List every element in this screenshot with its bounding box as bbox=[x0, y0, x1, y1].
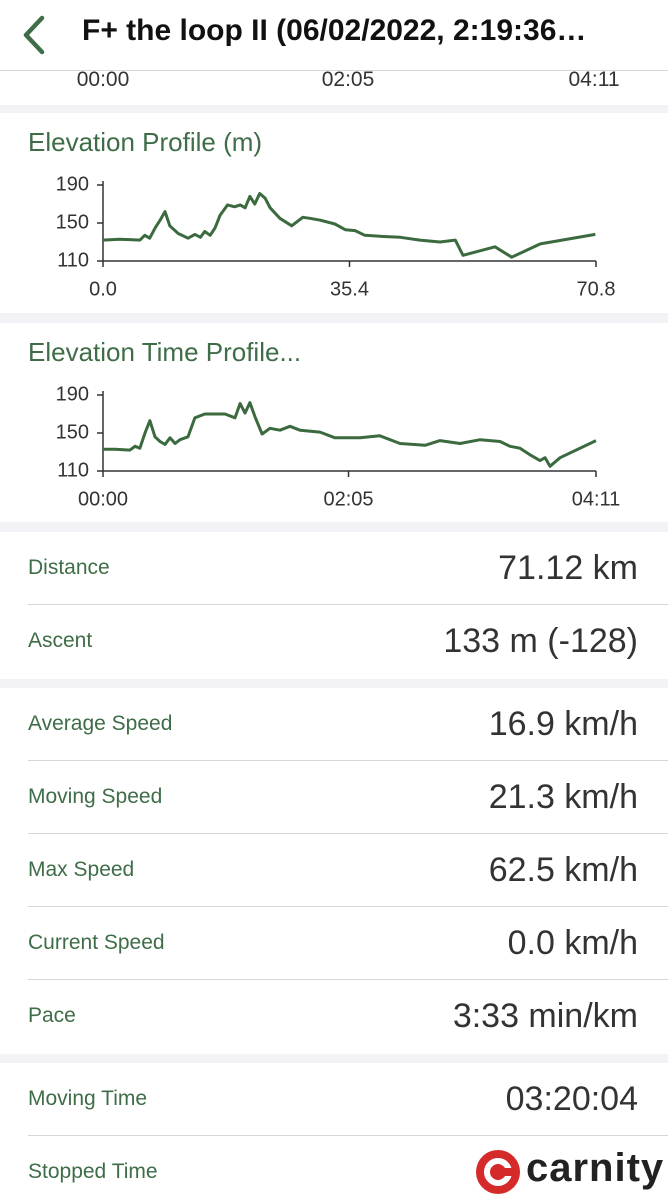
watermark: carnity bbox=[470, 1144, 668, 1200]
x-tick-label: 35.4 bbox=[330, 278, 369, 300]
x-tick-label: 04:11 bbox=[568, 68, 620, 91]
top-chart-strip: 00:00 02:05 04:11 bbox=[0, 68, 668, 105]
y-tick-label: 150 bbox=[56, 211, 89, 233]
y-tick-label: 190 bbox=[56, 173, 89, 195]
stat-label: Moving Time bbox=[28, 1087, 148, 1110]
y-tick-label: 110 bbox=[57, 459, 89, 481]
elevation-line bbox=[102, 192, 596, 259]
stat-value: 3:33 min/km bbox=[452, 997, 638, 1035]
chart-card: Elevation Profile (m) 110 150 190 0.0 35.4 70.… bbox=[0, 113, 668, 313]
stat-value: 16.9 km/h bbox=[488, 705, 638, 743]
stat-label: Current Speed bbox=[28, 931, 165, 954]
back-button[interactable] bbox=[16, 14, 50, 56]
chart-title: Elevation Profile (m) bbox=[28, 127, 263, 157]
x-tick-label: 02:05 bbox=[321, 68, 375, 91]
nav-bar: F+ the loop II (06/02/2022, 2:19:36… bbox=[0, 0, 668, 71]
stat-label: Stopped Time bbox=[28, 1160, 158, 1183]
elevation-line bbox=[103, 401, 597, 468]
stat-value: 62.5 km/h bbox=[488, 851, 638, 889]
x-tick-label: 70.8 bbox=[577, 278, 616, 300]
stat-label: Ascent bbox=[28, 629, 93, 652]
x-tick-label: 00:00 bbox=[78, 488, 128, 510]
y-tick-label: 190 bbox=[56, 383, 89, 405]
stats-section: Distance 71.12 km Ascent 133 m (-128) bbox=[0, 532, 668, 679]
stat-value: 03:20:04 bbox=[505, 1080, 638, 1118]
row-separator bbox=[28, 760, 668, 761]
stats-section: Average Speed 16.9 km/h Moving Speed 21.3 k… bbox=[0, 688, 668, 1054]
x-tick-label: 02:05 bbox=[323, 488, 373, 510]
chart-title: Elevation Time Profile... bbox=[28, 337, 302, 367]
row-separator bbox=[28, 979, 668, 980]
x-tick-label: 0.0 bbox=[89, 278, 117, 300]
stat-label: Average Speed bbox=[28, 712, 173, 735]
row-separator bbox=[28, 833, 668, 834]
stat-value: 133 m (-128) bbox=[443, 622, 638, 660]
y-tick-label: 110 bbox=[57, 249, 89, 271]
stat-label: Moving Speed bbox=[28, 785, 163, 808]
row-separator bbox=[28, 906, 668, 907]
y-tick-label: 150 bbox=[56, 421, 89, 443]
chart-card: Elevation Time Profile... 110 150 190 00:00 0… bbox=[0, 323, 668, 522]
x-tick-label: 04:11 bbox=[572, 488, 621, 510]
stat-label: Distance bbox=[28, 556, 110, 579]
page-title: F+ the loop II (06/02/2022, 2:19:36… bbox=[82, 14, 587, 47]
stat-label: Pace bbox=[28, 1004, 76, 1027]
x-tick-label: 00:00 bbox=[76, 68, 130, 91]
row-separator bbox=[28, 604, 668, 605]
watermark-logo bbox=[476, 1150, 520, 1194]
stat-value: 0.0 km/h bbox=[507, 924, 638, 962]
stat-value: 71.12 km bbox=[498, 549, 638, 587]
row-separator bbox=[28, 1135, 668, 1136]
chart: 110 150 190 0.0 35.4 70.8 bbox=[56, 173, 616, 300]
stat-label: Max Speed bbox=[28, 858, 135, 881]
chart: 110 150 190 00:00 02:05 04:11 bbox=[56, 383, 621, 510]
watermark-text: carnity bbox=[526, 1146, 665, 1190]
stat-value: 21.3 km/h bbox=[488, 778, 638, 816]
